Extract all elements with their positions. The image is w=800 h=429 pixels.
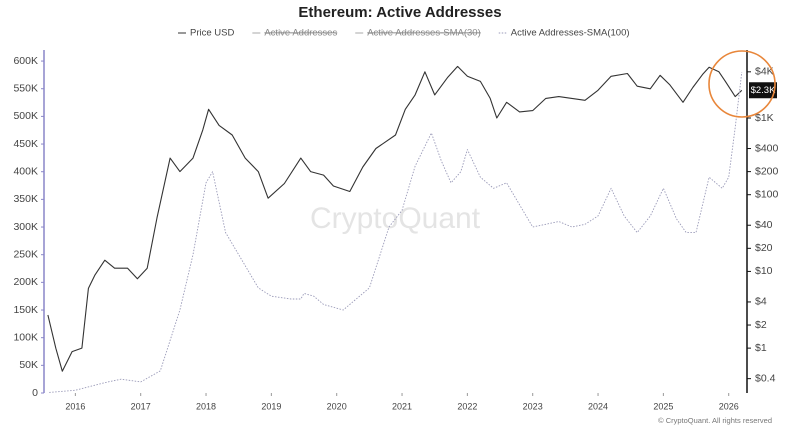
y2-tick-label: $40 [755, 219, 773, 231]
chart-title: Ethereum: Active Addresses [298, 4, 501, 21]
y-tick-label: 600K [13, 55, 38, 67]
y2-tick-label: $0.4 [755, 372, 776, 384]
y2-tick-label: $200 [755, 165, 779, 177]
footer: © CryptoQuant. All rights reserved [658, 416, 772, 425]
y2-tick-label: $400 [755, 142, 779, 154]
x-tick-label: 2022 [457, 401, 477, 411]
y-tick-label: 500K [13, 110, 38, 122]
x-tick-label: 2016 [65, 401, 85, 411]
y-tick-label: 400K [13, 165, 38, 177]
y2-tick-label: $1K [755, 112, 774, 124]
x-tick-label: 2017 [131, 401, 151, 411]
x-tick-label: 2024 [588, 401, 608, 411]
y2-tick-label: $100 [755, 188, 779, 200]
x-tick-label: 2023 [523, 401, 543, 411]
y2-tick-label: $1 [755, 342, 767, 354]
y2-tick-label: $20 [755, 242, 773, 254]
x-tick-label: 2025 [653, 401, 673, 411]
y2-tick-label: $10 [755, 265, 773, 277]
legend-label: Active Addresses [264, 28, 337, 39]
y2-tick-label: $2 [755, 319, 767, 331]
x-tick-label: 2021 [392, 401, 412, 411]
y-tick-label: 100K [13, 331, 38, 343]
y2-tick-label: $4K [755, 66, 774, 78]
y-tick-label: 0 [32, 387, 38, 399]
x-tick-label: 2019 [261, 401, 281, 411]
last-price-label: $2.3K [751, 85, 776, 96]
y2-tick-label: $4 [755, 296, 767, 308]
x-tick-label: 2020 [327, 401, 347, 411]
legend-label: Price USD [190, 28, 234, 39]
watermark: CryptoQuant [310, 202, 481, 235]
y-tick-label: 300K [13, 221, 38, 233]
highlight-circle [708, 50, 776, 118]
y-tick-label: 250K [13, 248, 38, 260]
y-tick-label: 550K [13, 83, 38, 95]
y-tick-label: 350K [13, 193, 38, 205]
legend-label: Active Addresses-SMA(100) [511, 28, 630, 39]
x-tick-label: 2026 [719, 401, 739, 411]
y-tick-label: 150K [13, 304, 38, 316]
series-line [47, 65, 743, 372]
y-tick-label: 450K [13, 138, 38, 150]
x-tick-label: 2018 [196, 401, 216, 411]
series-line [49, 72, 743, 393]
last-price-tag [749, 82, 777, 99]
y-tick-label: 50K [19, 359, 38, 371]
y-tick-label: 200K [13, 276, 38, 288]
legend-label: Active Addresses-SMA(30) [367, 28, 481, 39]
